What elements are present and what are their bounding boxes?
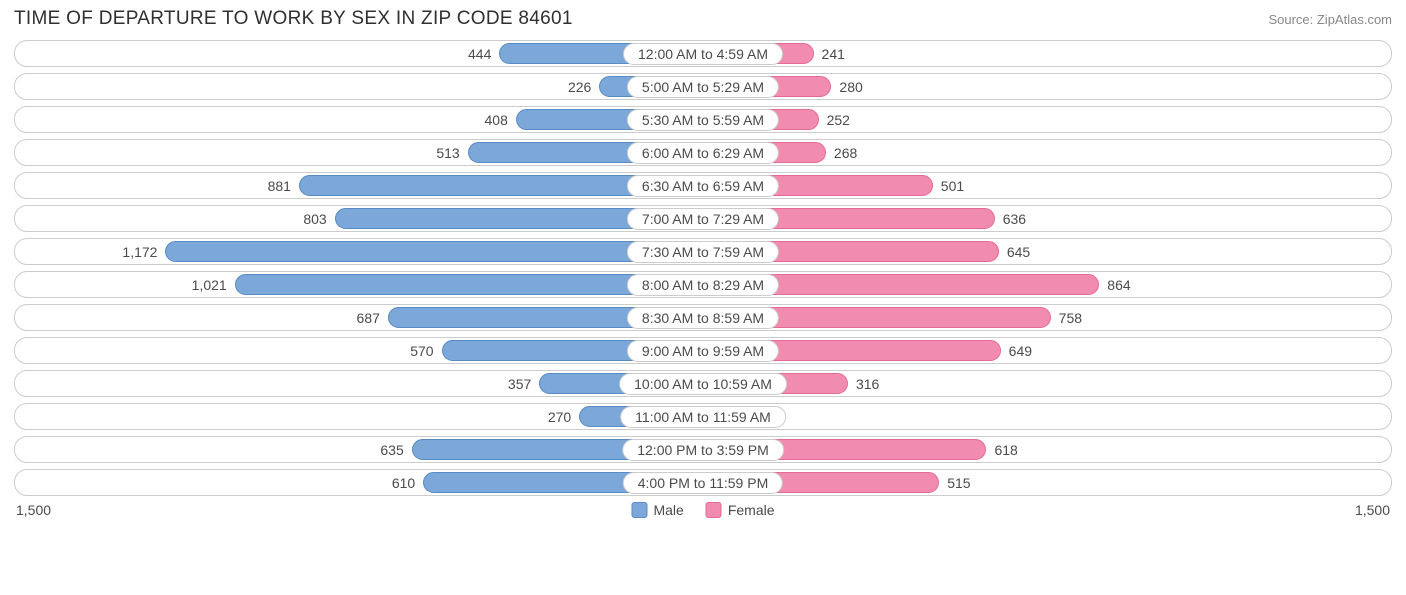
female-value-label: 252: [827, 112, 850, 128]
legend-label-male: Male: [653, 502, 683, 518]
male-value-label: 1,172: [122, 244, 157, 260]
male-value-label: 444: [468, 46, 491, 62]
female-value-label: 864: [1107, 277, 1130, 293]
legend: Male Female: [631, 502, 774, 518]
chart-footer: 1,500 Male Female 1,500: [14, 502, 1392, 524]
category-label: 8:30 AM to 8:59 AM: [627, 307, 779, 329]
legend-label-female: Female: [728, 502, 775, 518]
category-label: 9:00 AM to 9:59 AM: [627, 340, 779, 362]
male-bar: [165, 241, 703, 262]
male-value-label: 881: [268, 178, 291, 194]
chart-row: 570 649 9:00 AM to 9:59 AM: [14, 337, 1392, 364]
female-value-label: 758: [1059, 310, 1082, 326]
chart-row: 1,172 645 7:30 AM to 7:59 AM: [14, 238, 1392, 265]
male-value-label: 270: [548, 409, 571, 425]
header: TIME OF DEPARTURE TO WORK BY SEX IN ZIP …: [14, 8, 1392, 30]
category-label: 7:00 AM to 7:29 AM: [627, 208, 779, 230]
male-value-label: 610: [392, 475, 415, 491]
female-value-label: 280: [839, 79, 862, 95]
category-label: 5:00 AM to 5:29 AM: [627, 76, 779, 98]
chart-row: 2706711:00 AM to 11:59 AM: [14, 403, 1392, 430]
male-value-label: 226: [568, 79, 591, 95]
female-value-label: 241: [822, 46, 845, 62]
female-value-label: 618: [994, 442, 1017, 458]
female-value-label: 636: [1003, 211, 1026, 227]
male-swatch-icon: [631, 502, 647, 518]
category-label: 4:00 PM to 11:59 PM: [623, 472, 783, 494]
category-label: 5:30 AM to 5:59 AM: [627, 109, 779, 131]
chart-row: 610 515 4:00 PM to 11:59 PM: [14, 469, 1392, 496]
male-value-label: 513: [436, 145, 459, 161]
chart-row: 1,021 864 8:00 AM to 8:29 AM: [14, 271, 1392, 298]
female-value-label: 649: [1009, 343, 1032, 359]
legend-item-female: Female: [706, 502, 775, 518]
category-label: 7:30 AM to 7:59 AM: [627, 241, 779, 263]
chart-row: 357 316 10:00 AM to 10:59 AM: [14, 370, 1392, 397]
category-label: 8:00 AM to 8:29 AM: [627, 274, 779, 296]
chart-row: 444 241 12:00 AM to 4:59 AM: [14, 40, 1392, 67]
axis-max-left: 1,500: [16, 502, 51, 518]
female-value-label: 501: [941, 178, 964, 194]
chart-title: TIME OF DEPARTURE TO WORK BY SEX IN ZIP …: [14, 8, 573, 30]
category-label: 6:30 AM to 6:59 AM: [627, 175, 779, 197]
category-label: 11:00 AM to 11:59 AM: [620, 406, 786, 428]
male-value-label: 408: [485, 112, 508, 128]
chart-row: 226 280 5:00 AM to 5:29 AM: [14, 73, 1392, 100]
chart-row: 803 636 7:00 AM to 7:29 AM: [14, 205, 1392, 232]
female-value-label: 645: [1007, 244, 1030, 260]
female-value-label: 316: [856, 376, 879, 392]
chart-row: 513 268 6:00 AM to 6:29 AM: [14, 139, 1392, 166]
female-value-label: 515: [947, 475, 970, 491]
category-label: 10:00 AM to 10:59 AM: [619, 373, 787, 395]
category-label: 12:00 PM to 3:59 PM: [622, 439, 784, 461]
source-attribution: Source: ZipAtlas.com: [1268, 12, 1392, 27]
male-value-label: 635: [380, 442, 403, 458]
chart-row: 408 252 5:30 AM to 5:59 AM: [14, 106, 1392, 133]
male-value-label: 687: [357, 310, 380, 326]
male-value-label: 357: [508, 376, 531, 392]
chart-row: 635 618 12:00 PM to 3:59 PM: [14, 436, 1392, 463]
female-swatch-icon: [706, 502, 722, 518]
category-label: 12:00 AM to 4:59 AM: [623, 43, 783, 65]
axis-max-right: 1,500: [1355, 502, 1390, 518]
category-label: 6:00 AM to 6:29 AM: [627, 142, 779, 164]
male-value-label: 570: [410, 343, 433, 359]
female-value-label: 268: [834, 145, 857, 161]
chart-row: 881 501 6:30 AM to 6:59 AM: [14, 172, 1392, 199]
legend-item-male: Male: [631, 502, 683, 518]
diverging-bar-chart: 444 241 12:00 AM to 4:59 AM 226 280 5:00 AM t…: [14, 40, 1392, 496]
male-value-label: 1,021: [192, 277, 227, 293]
chart-row: 687 758 8:30 AM to 8:59 AM: [14, 304, 1392, 331]
male-value-label: 803: [303, 211, 326, 227]
